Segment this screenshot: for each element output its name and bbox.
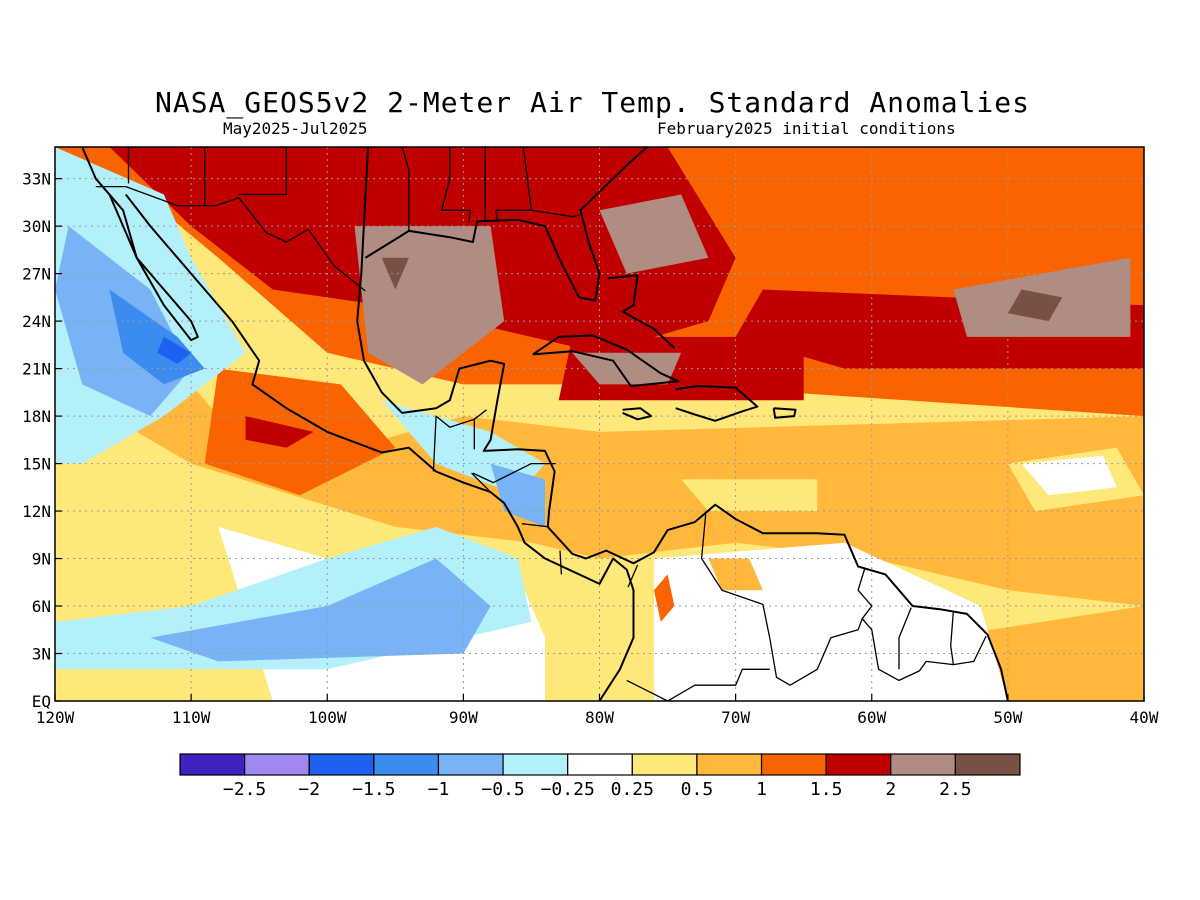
x-tick-label: 90W — [449, 708, 478, 727]
colorbar-label: 2.5 — [939, 779, 972, 800]
x-tick-label: 110W — [172, 708, 211, 727]
y-tick-label: 3N — [32, 645, 51, 664]
y-tick-label: 30N — [22, 217, 51, 236]
colorbar-label: −2.5 — [223, 779, 266, 800]
colorbar-label: 1 — [756, 779, 767, 800]
anomaly-region — [157, 336, 192, 364]
gridlines — [55, 147, 1144, 701]
anomaly-region — [150, 558, 491, 662]
anomaly-region — [245, 416, 314, 448]
x-tick-label: 100W — [308, 708, 347, 727]
political-border — [531, 209, 580, 218]
colorbar-swatch — [437, 753, 504, 776]
political-border — [627, 564, 639, 588]
colorbar-label: 0.5 — [681, 779, 714, 800]
coastline — [675, 385, 759, 422]
colorbar-label: −0.25 — [541, 779, 595, 800]
forecast-period: May2025-Jul2025 — [223, 119, 368, 138]
political-border — [861, 618, 987, 682]
colorbar-swatch — [760, 753, 827, 776]
coastline — [356, 147, 1009, 701]
colorbar-label: 1.5 — [810, 779, 843, 800]
y-tick-label: 9N — [32, 550, 51, 569]
colorbar: −2.5 −2 −1.5 −1 −0.5 −0.25 0.25 0.5 1 1.5 2 2.5 — [179, 753, 1021, 800]
political-border — [472, 462, 556, 484]
colorbar-label: −2 — [298, 779, 320, 800]
y-tick-label: 33N — [22, 170, 51, 189]
coastline — [622, 407, 653, 421]
anomaly-region — [599, 194, 709, 274]
x-tick-label: 40W — [1130, 708, 1159, 727]
political-border — [95, 185, 366, 292]
political-border — [495, 147, 533, 222]
colorbar-swatch — [308, 753, 375, 776]
anomaly-region — [558, 336, 804, 401]
x-tick-label: 120W — [36, 708, 75, 727]
anomaly-region — [490, 463, 545, 527]
political-border — [950, 610, 955, 665]
colorbar-label: 0.25 — [611, 779, 654, 800]
political-border — [432, 409, 487, 472]
colorbar-swatch — [244, 753, 310, 776]
y-axis: EQ 3N 6N 9N 12N 15N 18N 21N 24N 27N 30N 33N — [22, 170, 62, 711]
political-border — [471, 472, 492, 493]
political-border — [238, 147, 288, 196]
x-tick-label: 60W — [857, 708, 886, 727]
colorbar-label: −1 — [428, 779, 450, 800]
colorbar-swatch — [631, 753, 698, 776]
coastline — [772, 407, 797, 419]
colorbar-swatch — [954, 753, 1021, 776]
y-tick-label: 21N — [22, 360, 51, 379]
anomaly-region — [1021, 455, 1117, 496]
colorbar-label: −1.5 — [352, 779, 395, 800]
anomaly-region — [381, 257, 409, 290]
colorbar-swatch — [567, 753, 633, 776]
colorbar-swatch — [179, 753, 246, 776]
y-tick-label: 27N — [22, 265, 51, 284]
coastlines — [81, 147, 1009, 701]
x-tick-label: 70W — [721, 708, 750, 727]
y-tick-label: 18N — [22, 407, 51, 426]
coastline — [532, 334, 680, 387]
colorbar-swatch — [373, 753, 440, 776]
y-tick-label: EQ — [32, 692, 51, 711]
y-tick-label: 6N — [32, 597, 51, 616]
colorbar-label: 2 — [885, 779, 896, 800]
y-tick-label: 24N — [22, 312, 51, 331]
initial-conditions: February2025 initial conditions — [657, 119, 956, 138]
colorbar-swatch — [502, 753, 569, 776]
political-border — [626, 668, 770, 701]
colorbar-label: −0.5 — [481, 779, 524, 800]
y-tick-label: 15N — [22, 455, 51, 474]
anomaly-region — [654, 574, 675, 622]
political-border — [521, 523, 550, 528]
x-axis: 120W 110W 100W 90W 80W 70W 60W 50W 40W — [36, 694, 1159, 727]
political-border — [898, 607, 912, 670]
y-tick-label: 12N — [22, 502, 51, 521]
coastline — [607, 274, 676, 349]
colorbar-swatch — [825, 753, 892, 776]
anomaly-region — [1007, 289, 1063, 322]
colorbar-swatch — [890, 753, 956, 776]
political-border — [401, 147, 410, 231]
coastline — [125, 193, 635, 701]
anomaly-region — [55, 305, 1144, 606]
map-title: NASA_GEOS5v2 2-Meter Air Temp. Standard … — [154, 86, 1030, 119]
coastline — [81, 147, 199, 342]
political-border — [700, 514, 873, 686]
political-border — [559, 550, 563, 575]
anomaly-region — [681, 479, 818, 512]
x-tick-label: 50W — [993, 708, 1022, 727]
x-tick-label: 80W — [585, 708, 614, 727]
colorbar-swatch — [696, 753, 763, 776]
political-border — [440, 147, 471, 224]
coastline — [364, 147, 648, 302]
